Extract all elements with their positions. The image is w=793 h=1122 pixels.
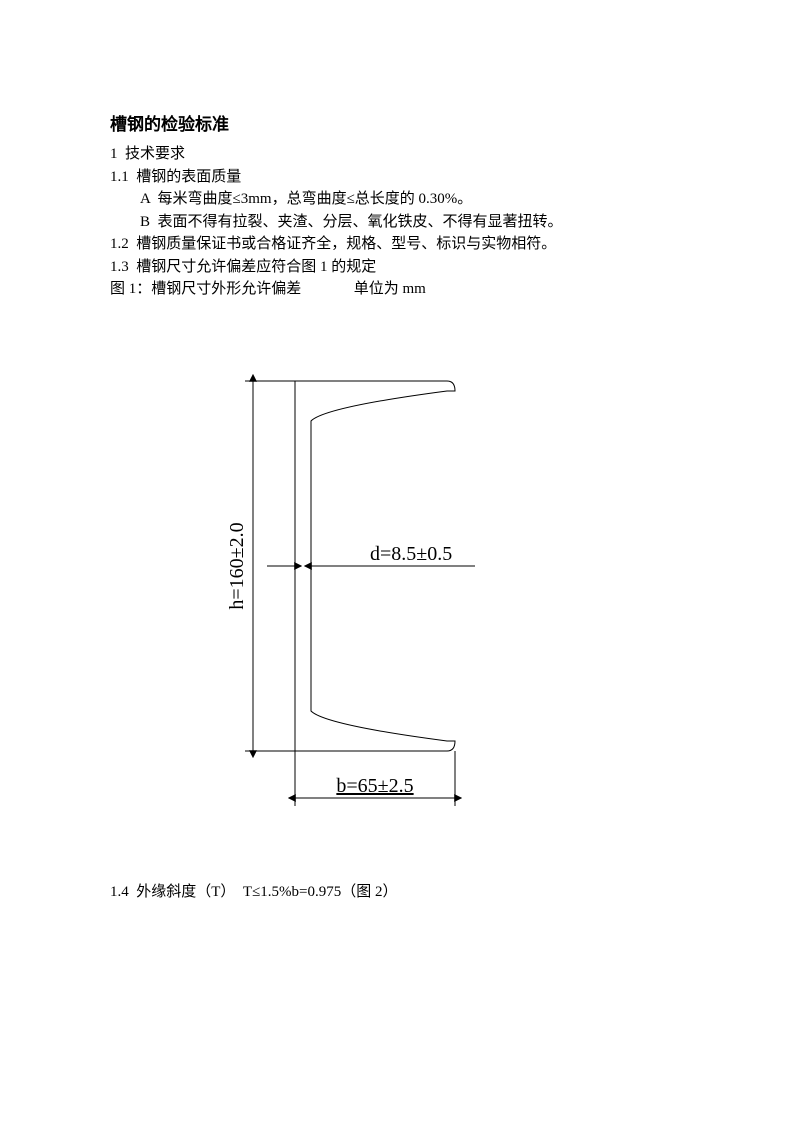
dim-h-label: h=160±2.0 [226, 522, 248, 609]
item-1-1-b: B 表面不得有拉裂、夹渣、分层、氧化铁皮、不得有显著扭转。 [110, 211, 688, 234]
dim-b-label: b=65±2.5 [336, 775, 413, 797]
doc-title: 槽钢的检验标准 [110, 110, 688, 135]
dim-d-label: d=8.5±0.5 [370, 543, 452, 565]
section-1: 1 技术要求 [110, 143, 688, 166]
section-1-3: 1.3 槽钢尺寸允许偏差应符合图 1 的规定 [110, 256, 688, 279]
figure-1: h=160±2.0 d=8.5±0.5 b=65±2.5 [185, 346, 688, 851]
section-1-2: 1.2 槽钢质量保证书或合格证齐全，规格、型号、标识与实物相符。 [110, 233, 688, 256]
channel-steel-diagram: h=160±2.0 d=8.5±0.5 b=65±2.5 [185, 346, 545, 846]
section-1-4: 1.4 外缘斜度（T） T≤1.5%b=0.975（图 2） [110, 881, 688, 904]
figure-1-caption: 图 1：槽钢尺寸外形允许偏差 单位为 mm [110, 278, 688, 301]
item-1-1-a: A 每米弯曲度≤3mm，总弯曲度≤总长度的 0.30%。 [110, 188, 688, 211]
section-1-1: 1.1 槽钢的表面质量 [110, 166, 688, 189]
